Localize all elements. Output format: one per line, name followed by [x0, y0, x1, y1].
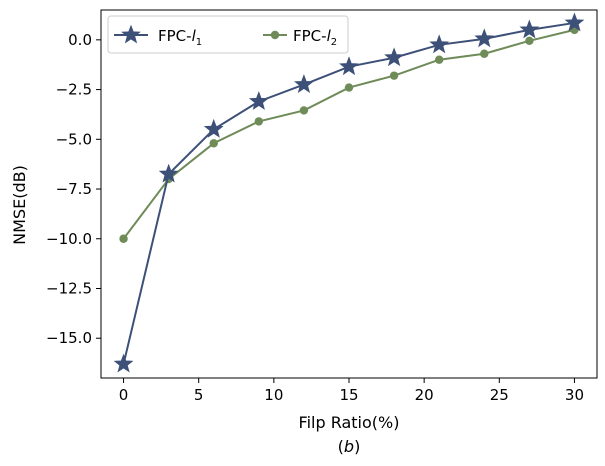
- data-point: [254, 117, 264, 126]
- legend-label-italic: l: [192, 27, 197, 45]
- y-tick-label: −2.5: [56, 81, 92, 99]
- data-point: [480, 49, 489, 58]
- x-tick-label: 30: [565, 386, 584, 404]
- data-point: [113, 353, 134, 373]
- y-tick-label: 0.0: [68, 31, 92, 49]
- legend-label-italic: l: [327, 27, 332, 45]
- x-tick-label: 5: [194, 386, 204, 404]
- y-tick-label: −5.0: [56, 130, 92, 148]
- data-point: [203, 118, 224, 138]
- legend-label: FPC-l2: [293, 27, 337, 48]
- data-point: [119, 234, 128, 243]
- legend-label-prefix: FPC-: [293, 27, 327, 45]
- data-point: [384, 47, 405, 67]
- data-point: [248, 91, 269, 110]
- data-point: [429, 34, 450, 54]
- x-tick-label: 10: [264, 386, 283, 404]
- x-tick-label: 20: [415, 386, 434, 404]
- legend-label: FPC-l1: [158, 27, 202, 48]
- data-point: [294, 74, 314, 94]
- series-layer: [113, 12, 585, 373]
- x-tick-label: 25: [490, 386, 509, 404]
- x-axis-label: Filp Ratio(%): [299, 413, 400, 432]
- y-axis-ticks: 0.0 −2.5 −5.0 −7.5 −10.0 −12.5 −15.0: [46, 31, 101, 347]
- data-point: [564, 12, 585, 32]
- data-point: [344, 83, 354, 92]
- caption-letter: b: [344, 437, 354, 456]
- legend-marker: [270, 30, 280, 40]
- y-tick-label: −12.5: [46, 279, 92, 297]
- data-point: [434, 55, 444, 64]
- x-tick-label: 0: [119, 386, 129, 404]
- legend: FPC-l1 FPC-l2: [107, 15, 349, 54]
- data-point: [209, 139, 218, 148]
- legend-box: [107, 15, 349, 54]
- data-point: [389, 71, 399, 80]
- data-point: [519, 19, 540, 39]
- data-point: [525, 36, 534, 46]
- x-tick-label: 15: [339, 386, 358, 404]
- y-tick-label: −10.0: [46, 230, 92, 248]
- y-axis-label: NMSE(dB): [10, 165, 29, 245]
- series-line: [122, 21, 575, 365]
- data-point: [339, 56, 359, 76]
- legend-label-prefix: FPC-: [158, 27, 192, 45]
- data-point: [158, 163, 179, 183]
- legend-label-subscript: 2: [331, 37, 337, 48]
- data-point: [299, 106, 309, 115]
- legend-label-subscript: 1: [196, 37, 202, 48]
- y-tick-label: −7.5: [56, 180, 92, 198]
- series-fpc-l1: [113, 12, 585, 373]
- data-point: [474, 28, 495, 48]
- series-fpc-l2: [119, 25, 579, 243]
- y-tick-label: −15.0: [46, 329, 92, 347]
- figure-caption: (b): [338, 437, 361, 456]
- legend-marker: [121, 24, 141, 44]
- x-axis-ticks: 0 5 10 15 20 25 30: [119, 378, 584, 404]
